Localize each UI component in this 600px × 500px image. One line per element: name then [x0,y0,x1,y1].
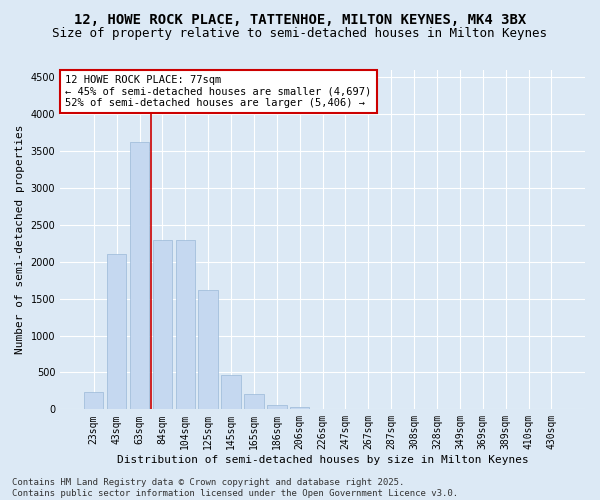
Bar [244,394,263,409]
Bar [107,254,127,410]
Bar [290,407,310,410]
Y-axis label: Number of semi-detached properties: Number of semi-detached properties [15,125,25,354]
Bar [130,142,149,410]
Text: Size of property relative to semi-detached houses in Milton Keynes: Size of property relative to semi-detach… [53,28,548,40]
X-axis label: Distribution of semi-detached houses by size in Milton Keynes: Distribution of semi-detached houses by … [117,455,529,465]
Bar [176,240,195,410]
Text: 12, HOWE ROCK PLACE, TATTENHOE, MILTON KEYNES, MK4 3BX: 12, HOWE ROCK PLACE, TATTENHOE, MILTON K… [74,12,526,26]
Text: Contains HM Land Registry data © Crown copyright and database right 2025.
Contai: Contains HM Land Registry data © Crown c… [12,478,458,498]
Bar [84,392,103,409]
Text: 12 HOWE ROCK PLACE: 77sqm
← 45% of semi-detached houses are smaller (4,697)
52% : 12 HOWE ROCK PLACE: 77sqm ← 45% of semi-… [65,75,371,108]
Bar [267,405,287,409]
Bar [221,376,241,410]
Bar [152,240,172,410]
Bar [199,290,218,410]
